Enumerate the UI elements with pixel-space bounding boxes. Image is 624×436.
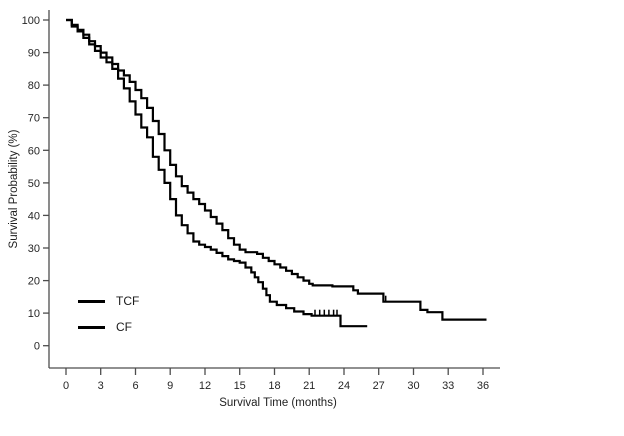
x-tick-label: 3 (98, 380, 104, 392)
survival-curve-cf (66, 18, 368, 328)
y-tick-label: 60 (28, 145, 40, 157)
y-tick-label: 100 (22, 15, 40, 27)
y-tick-label: 40 (28, 210, 40, 222)
y-tick-label: 50 (28, 178, 40, 190)
x-tick-label: 21 (303, 380, 315, 392)
x-tick-label: 30 (407, 380, 419, 392)
x-tick-label: 27 (373, 380, 385, 392)
x-tick-label: 9 (167, 380, 173, 392)
y-axis-title: Survival Probability (%) (8, 129, 20, 249)
y-tick-label: 0 (34, 341, 40, 353)
survival-curve-tcf (66, 18, 487, 321)
y-tick-label: 70 (28, 113, 40, 125)
legend-label-cf: CF (116, 320, 132, 334)
x-tick-label: 24 (338, 380, 350, 392)
y-tick-label: 20 (28, 276, 40, 288)
x-axis-title: Survival Time (months) (219, 397, 337, 409)
cf-line-swatch (78, 326, 105, 329)
y-tick-label: 30 (28, 243, 40, 255)
legend-label-tcf: TCF (116, 294, 140, 308)
y-tick-label: 80 (28, 80, 40, 92)
x-tick-label: 0 (63, 380, 69, 392)
x-tick-label: 33 (442, 380, 454, 392)
x-tick-label: 6 (132, 380, 138, 392)
x-tick-label: 36 (477, 380, 489, 392)
y-tick-label: 10 (28, 308, 40, 320)
x-tick-label: 15 (234, 380, 246, 392)
x-tick-label: 18 (268, 380, 280, 392)
x-tick-label: 12 (199, 380, 211, 392)
tcf-line-swatch (78, 300, 105, 303)
y-tick-label: 90 (28, 48, 40, 60)
